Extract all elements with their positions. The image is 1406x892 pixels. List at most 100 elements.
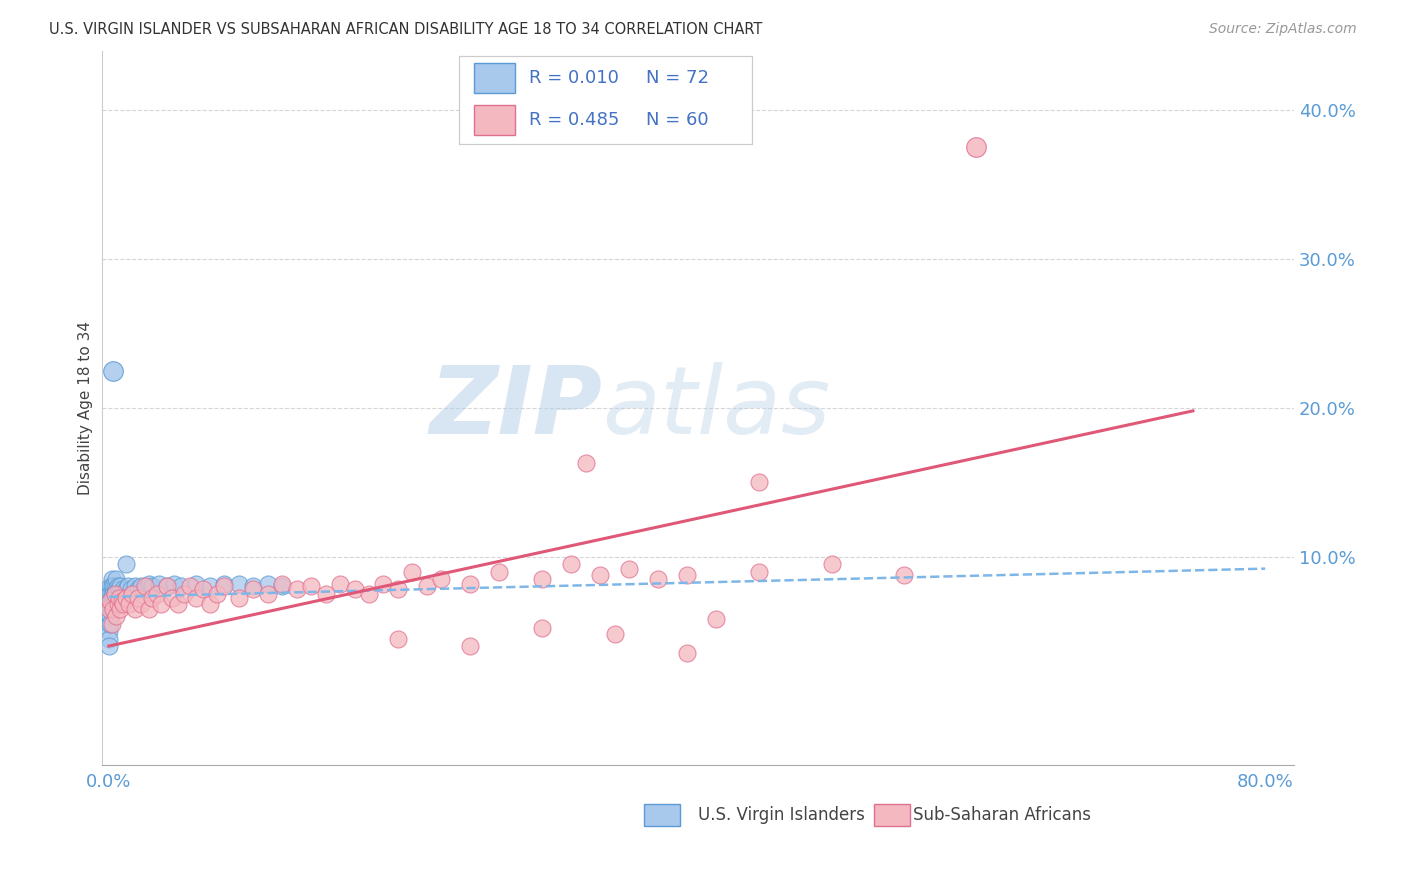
Point [121,587,143,601]
Point [134,580,156,594]
Point [117,580,139,594]
Point [271,576,294,591]
Point [100,602,122,616]
Point [98,580,121,594]
Text: Sub-Saharan Africans: Sub-Saharan Africans [912,806,1091,824]
Point [156,580,179,594]
Point [97,594,120,608]
Point [97,609,120,624]
Point [458,639,481,653]
Point [107,598,129,612]
Point [129,598,152,612]
Point [820,557,842,571]
Point [173,587,195,601]
Point [589,567,612,582]
Point [101,580,124,594]
Point [170,580,193,594]
Point [256,587,278,601]
Point [603,627,626,641]
Point [100,572,122,586]
Point [329,576,352,591]
Point [112,598,135,612]
Point [104,587,127,601]
FancyBboxPatch shape [644,805,681,826]
Point [134,582,156,597]
Point [98,594,121,608]
Point [97,587,120,601]
Point [115,582,138,597]
Point [560,557,582,571]
Point [198,598,221,612]
Point [156,580,179,594]
Point [100,594,122,608]
Point [214,576,236,591]
Point [104,580,127,594]
Point [167,598,190,612]
Point [162,591,184,606]
Point [256,576,278,591]
Point [98,594,121,608]
Point [285,582,308,597]
Point [184,591,207,606]
Point [401,565,423,579]
FancyBboxPatch shape [875,805,910,826]
Point [488,565,510,579]
Point [101,602,124,616]
Point [145,587,167,601]
Point [107,587,129,601]
Point [111,587,134,601]
Point [100,580,122,594]
Point [179,580,201,594]
Point [242,582,264,597]
Point [647,572,669,586]
Text: U.S. VIRGIN ISLANDER VS SUBSAHARAN AFRICAN DISABILITY AGE 18 TO 34 CORRELATION C: U.S. VIRGIN ISLANDER VS SUBSAHARAN AFRIC… [49,22,762,37]
Point [104,594,127,608]
Point [184,576,207,591]
Point [101,587,124,601]
Point [458,576,481,591]
Point [124,602,146,616]
Text: atlas: atlas [602,362,831,453]
Point [531,621,554,635]
Point [141,591,163,606]
Point [228,576,250,591]
Point [149,598,172,612]
Point [112,582,135,597]
Point [98,602,121,616]
Point [430,572,453,586]
Point [748,565,770,579]
Point [748,475,770,490]
Point [121,587,143,601]
Point [704,612,727,626]
Point [105,582,128,597]
Point [97,602,120,616]
Point [531,572,554,586]
Point [387,582,409,597]
Point [141,580,163,594]
Point [965,140,987,154]
Point [198,580,221,594]
Point [110,580,132,594]
Point [110,602,132,616]
Point [97,632,120,646]
Point [242,580,264,594]
Point [115,557,138,571]
Point [127,591,149,606]
Point [120,582,142,597]
Point [98,587,121,601]
Point [105,609,128,624]
Point [138,602,160,616]
Point [100,616,122,631]
Point [271,580,294,594]
Point [127,582,149,597]
Point [893,567,915,582]
Point [191,582,214,597]
Point [387,632,409,646]
Point [111,594,134,608]
Point [676,567,699,582]
Point [228,591,250,606]
Point [98,616,121,631]
Point [214,580,236,594]
Point [107,580,129,594]
Text: 0.0%: 0.0% [86,772,132,790]
